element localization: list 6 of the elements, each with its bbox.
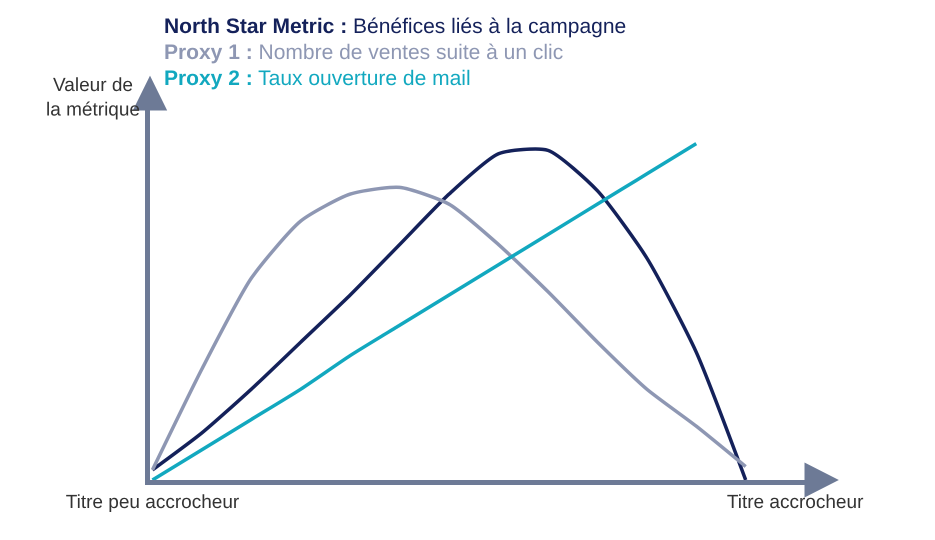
x-tick-label: Titre peu accrocheur [66, 492, 240, 513]
text: Proxy 2 : Taux ouverture de mail [164, 67, 471, 90]
y-axis-title: Valeur de la métrique [46, 75, 140, 121]
text: Proxy 1 : Nombre de ventes suite à un clic [164, 41, 564, 64]
text: North Star Metric : Bénéfices liés à la campagne [164, 15, 626, 38]
x-tick-label: Titre accrocheur [726, 492, 864, 513]
